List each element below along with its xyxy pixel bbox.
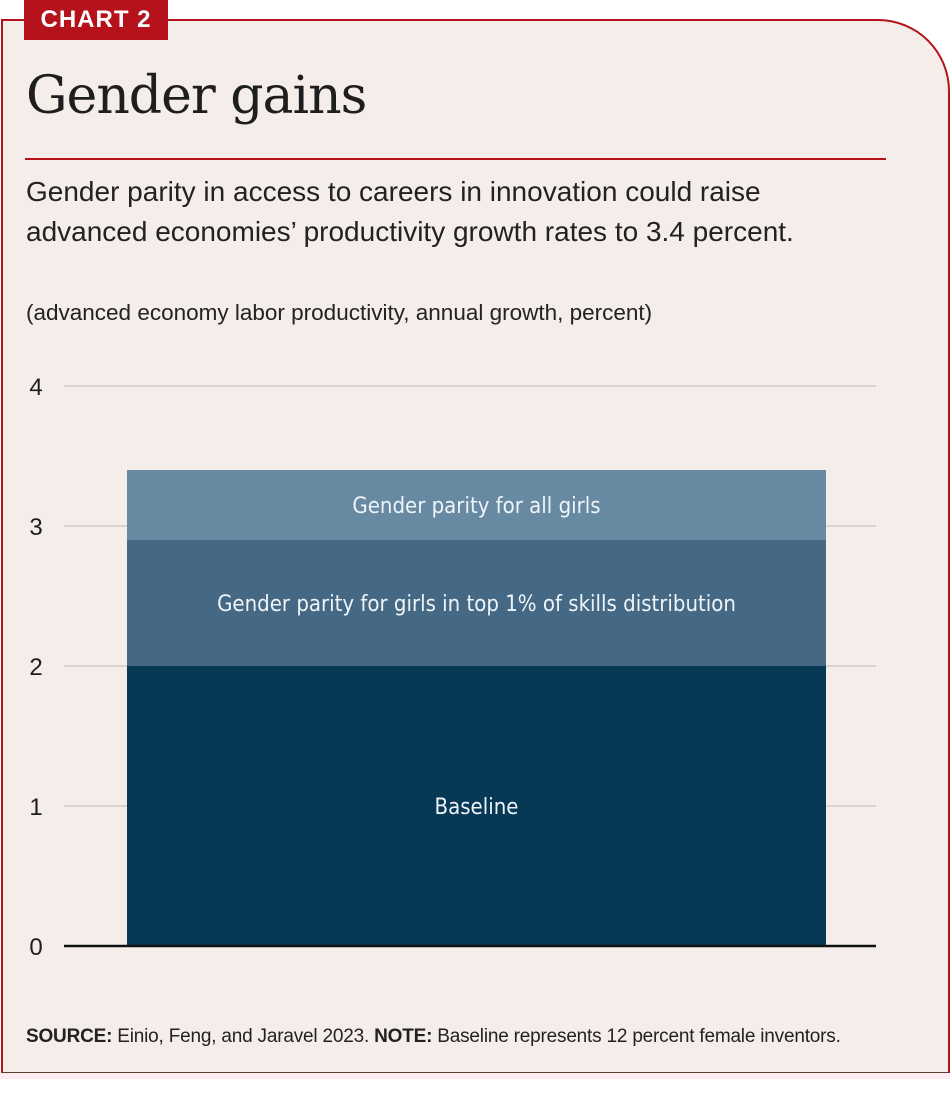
segment-label: Gender parity for girls in top 1% of ski… [217,592,736,617]
y-tick-label: 3 [29,514,42,541]
bar-segment-2 [127,470,826,540]
units-label: (advanced economy labor productivity, an… [26,300,653,325]
source-note: SOURCE: Einio, Feng, and Jaravel 2023. N… [26,1026,841,1048]
segment-labels: Baseline Gender parity for girls in top 1… [217,494,736,820]
source-label: SOURCE: [26,1026,113,1047]
bar-segment-1 [127,540,826,666]
title-divider [25,158,886,160]
y-tick-label: 1 [29,794,42,821]
chart-title: Gender gains [26,66,367,126]
y-tick-label: 4 [29,374,42,401]
bar-segments [127,470,826,946]
y-tick-label: 0 [29,934,42,961]
y-tick-label: 2 [29,654,42,681]
card-shadow-strip [0,1073,950,1079]
segment-label: Gender parity for all girls [352,494,600,519]
note-label: NOTE: [374,1026,433,1047]
y-axis-ticks: 0 1 2 3 4 [29,374,42,961]
source-text: Einio, Feng, and Jaravel 2023. [112,1026,375,1047]
chart-number-badge: CHART 2 [24,0,168,40]
chart-subtitle: Gender parity in access to careers in in… [26,176,794,247]
segment-label: Baseline [435,795,519,820]
note-text: Baseline represents 12 percent female in… [432,1026,841,1047]
bar-segment-0 [127,666,826,946]
